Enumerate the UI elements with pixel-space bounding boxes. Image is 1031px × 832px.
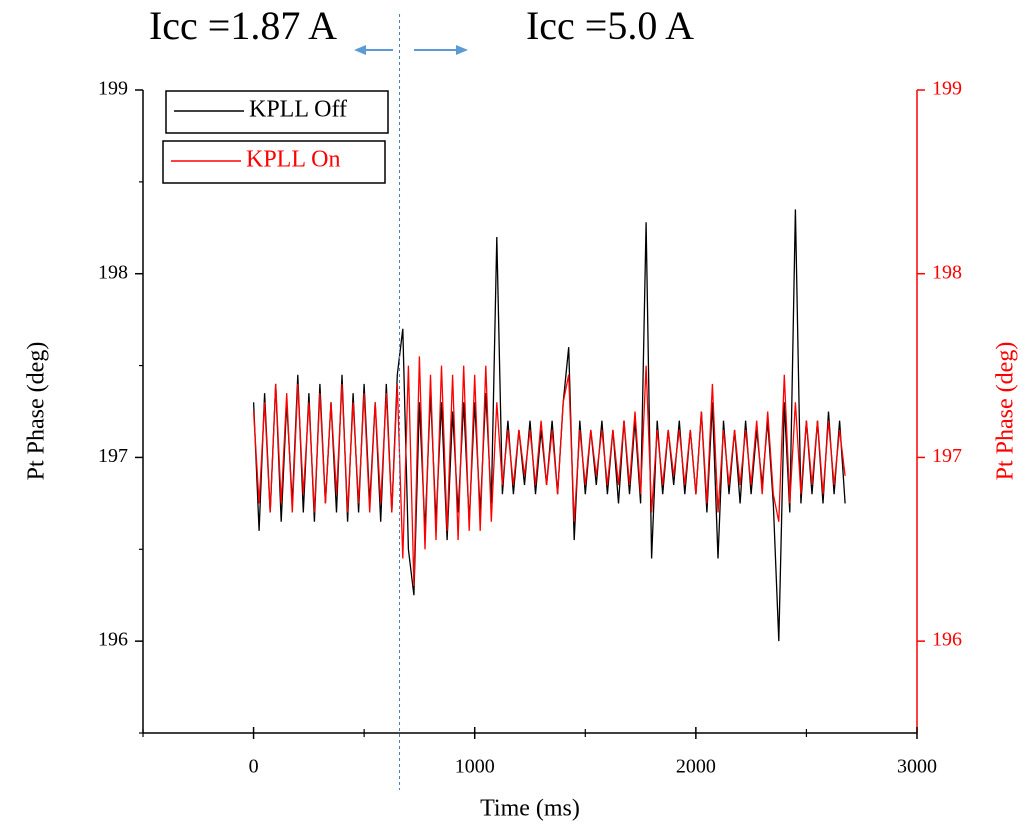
annotation: Icc =5.0 A [526, 3, 694, 48]
legend-label: KPLL On [246, 147, 340, 173]
x-tick-label: 1000 [455, 756, 495, 778]
y-axis-label: Pt Phase (deg) [24, 342, 50, 481]
legend-box [162, 140, 386, 184]
x-tick-label: 3000 [897, 756, 937, 778]
y2-tick-label: 197 [932, 445, 962, 467]
arrows [354, 45, 468, 55]
y-tick-label: 196 [98, 629, 128, 651]
annotation: Icc =1.87 A [149, 3, 337, 48]
y2-axis-label: Pt Phase (deg) [993, 342, 1019, 481]
y-tick-label: 197 [98, 445, 128, 467]
y2-tick-label: 198 [932, 261, 962, 283]
legend-label: KPLL Off [249, 97, 347, 123]
y-tick-label: 199 [98, 78, 128, 100]
x-tick-label: 2000 [676, 756, 716, 778]
y2-tick-label: 199 [932, 78, 962, 100]
legend-box [165, 90, 389, 134]
y2-tick-label: 196 [932, 629, 962, 651]
data-line [252, 356, 846, 587]
y-tick-label: 198 [98, 261, 128, 283]
x-tick-label: 0 [249, 756, 259, 778]
x-axis-label: Time (ms) [480, 796, 580, 822]
